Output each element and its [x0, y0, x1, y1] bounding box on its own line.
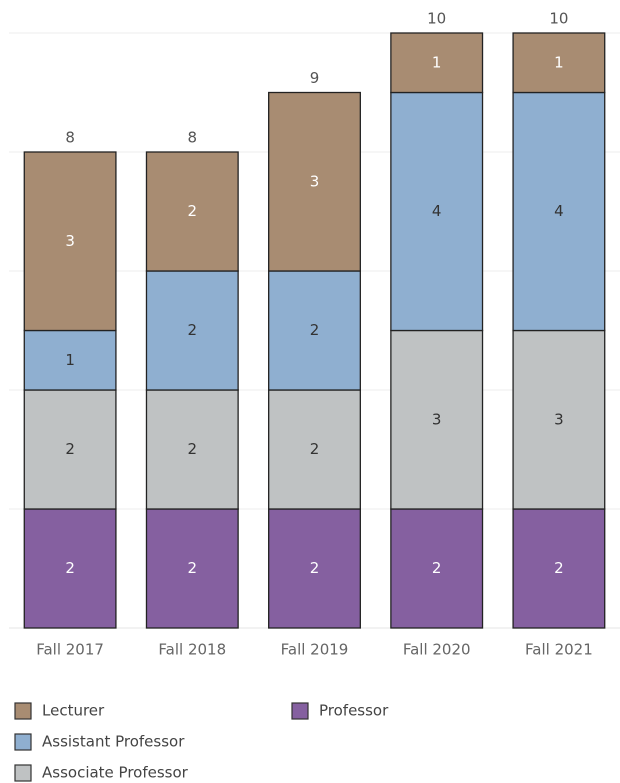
segment-label: 3 [554, 410, 564, 428]
segment-label: 2 [310, 559, 320, 577]
legend-swatch [14, 733, 32, 751]
bar-segment [512, 32, 606, 94]
segment-label: 3 [310, 172, 320, 190]
bar-segment [390, 329, 484, 510]
segment-label: 2 [188, 202, 198, 220]
segment-label: 2 [188, 321, 198, 339]
total-label: 8 [188, 129, 198, 147]
bar-segment [390, 32, 484, 94]
x-tick-label: Fall 2019 [281, 641, 349, 659]
bar-segment [23, 151, 117, 332]
bar-segment [145, 151, 239, 272]
segment-label: 2 [554, 559, 564, 577]
segment-label: 2 [188, 440, 198, 458]
segment-label: 4 [554, 202, 564, 220]
bar-segment [512, 91, 606, 332]
bar-segment [390, 508, 484, 629]
legend-swatch [14, 764, 32, 782]
bar-segment [145, 389, 239, 510]
bar-segment [512, 329, 606, 510]
total-label: 10 [549, 10, 568, 28]
legend-label: Assistant Professor [42, 733, 185, 751]
segment-label: 3 [432, 410, 442, 428]
x-tick-label: Fall 2020 [403, 641, 471, 659]
legend-label: Associate Professor [42, 764, 189, 782]
segment-label: 3 [65, 232, 75, 250]
bar-segment [512, 508, 606, 629]
bar-segment [268, 270, 361, 391]
bar-segment [23, 508, 117, 629]
segment-label: 1 [432, 53, 442, 71]
x-tick-label: Fall 2017 [36, 641, 104, 659]
bar-segment [145, 270, 239, 391]
bar-segment [268, 508, 361, 629]
segment-label: 1 [554, 53, 564, 71]
segment-label: 2 [432, 559, 442, 577]
bar-segment [145, 508, 239, 629]
segment-label: 2 [65, 440, 75, 458]
segment-label: 2 [188, 559, 198, 577]
bar-segment [268, 389, 361, 510]
segment-label: 2 [310, 440, 320, 458]
bar-segment [268, 91, 361, 272]
legend-swatch [291, 702, 309, 720]
total-label: 10 [427, 10, 446, 28]
bar-segment [23, 329, 117, 391]
segment-label: 2 [65, 559, 75, 577]
segment-label: 2 [310, 321, 320, 339]
segment-label: 1 [65, 351, 75, 369]
x-tick-label: Fall 2021 [525, 641, 593, 659]
bar-segment [23, 389, 117, 510]
bar-segment [390, 91, 484, 332]
total-label: 8 [65, 129, 75, 147]
segment-label: 4 [432, 202, 442, 220]
total-label: 9 [310, 69, 320, 87]
legend-label: Professor [319, 702, 389, 720]
legend-label: Lecturer [42, 702, 105, 720]
legend-swatch [14, 702, 32, 720]
x-tick-label: Fall 2018 [158, 641, 226, 659]
